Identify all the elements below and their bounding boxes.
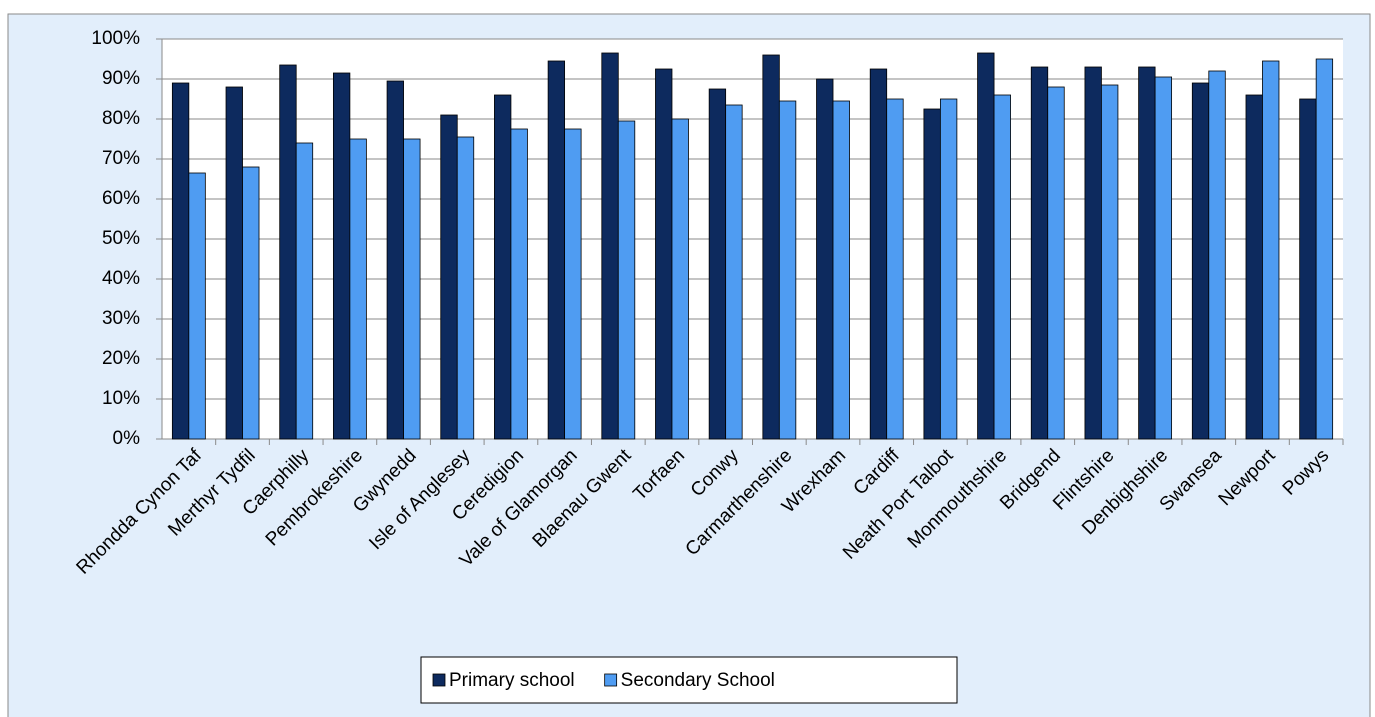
bar: [547, 60, 566, 440]
bar: [225, 86, 243, 440]
legend-label: Primary school: [449, 670, 575, 691]
bar: [456, 136, 475, 440]
bar: [332, 72, 351, 440]
bar: [510, 128, 528, 440]
bar: [725, 104, 743, 440]
bar: [1084, 66, 1102, 440]
legend-swatch: [604, 673, 618, 687]
bar: [1245, 94, 1263, 440]
bar: [1154, 76, 1173, 440]
bar: [279, 64, 297, 440]
y-tick-label: 30%: [102, 308, 140, 329]
y-tick-label: 50%: [102, 228, 140, 249]
bar: [1262, 60, 1280, 440]
bar: [295, 142, 314, 440]
y-tick-label: 100%: [91, 28, 140, 49]
bar: [939, 98, 958, 440]
bar: [617, 120, 636, 440]
legend-box: [420, 656, 958, 704]
bar: [1191, 82, 1210, 440]
bar: [708, 88, 727, 440]
bar: [869, 68, 888, 440]
bar: [440, 114, 458, 440]
bar: [816, 78, 834, 440]
bar: [655, 68, 673, 440]
bar: [923, 108, 941, 440]
bar: [832, 100, 850, 440]
bar: [778, 100, 797, 440]
bar: [671, 118, 689, 440]
legend-label: Secondary School: [621, 670, 775, 691]
bar: [1047, 86, 1065, 440]
legend-swatch: [432, 673, 446, 687]
bar: [349, 138, 367, 440]
bar: [242, 166, 260, 440]
bar: [1315, 58, 1334, 440]
bar: [977, 52, 995, 440]
y-tick-label: 0%: [113, 428, 141, 449]
bar: [1101, 84, 1119, 440]
bar: [1030, 66, 1049, 440]
bar: [886, 98, 904, 440]
bar: [564, 128, 582, 440]
bar: [601, 52, 619, 440]
y-tick-label: 10%: [102, 388, 140, 409]
bar: [1299, 98, 1317, 440]
bar: [993, 94, 1011, 440]
bar: [1138, 66, 1156, 440]
y-tick-label: 40%: [102, 268, 140, 289]
bar: [171, 82, 190, 440]
bar: [762, 54, 780, 440]
y-tick-label: 70%: [102, 148, 140, 169]
bar: [188, 172, 206, 440]
y-tick-label: 20%: [102, 348, 140, 369]
bar: [403, 138, 421, 440]
y-tick-label: 80%: [102, 108, 140, 129]
bar: [386, 80, 404, 440]
bar: [494, 94, 512, 440]
bar: [1208, 70, 1226, 440]
y-tick-label: 90%: [102, 68, 140, 89]
y-tick-label: 60%: [102, 188, 140, 209]
